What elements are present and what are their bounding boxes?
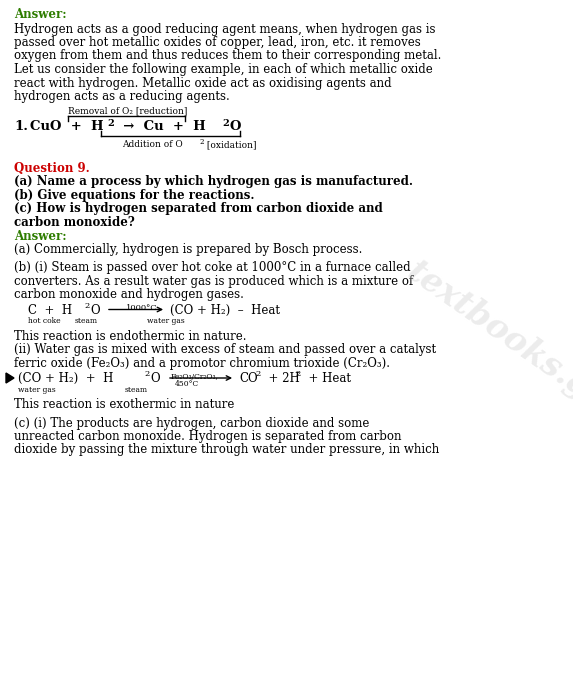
Text: water gas: water gas xyxy=(18,385,56,394)
Text: hydrogen acts as a reducing agents.: hydrogen acts as a reducing agents. xyxy=(14,90,230,103)
Text: 1000°C: 1000°C xyxy=(126,304,158,313)
Text: O: O xyxy=(90,304,100,317)
Text: Hydrogen acts as a good reducing agent means, when hydrogen gas is: Hydrogen acts as a good reducing agent m… xyxy=(14,22,435,35)
Text: water gas: water gas xyxy=(147,317,185,325)
Text: converters. As a result water gas is produced which is a mixture of: converters. As a result water gas is pro… xyxy=(14,274,413,288)
Text: react with hydrogen. Metallic oxide act as oxidising agents and: react with hydrogen. Metallic oxide act … xyxy=(14,76,391,89)
Text: 2: 2 xyxy=(199,138,203,146)
Text: passed over hot metallic oxides of copper, lead, iron, etc. it removes: passed over hot metallic oxides of coppe… xyxy=(14,36,421,49)
Text: Let us consider the following example, in each of which metallic oxide: Let us consider the following example, i… xyxy=(14,63,433,76)
Text: [oxidation]: [oxidation] xyxy=(204,140,257,149)
Text: hot coke: hot coke xyxy=(28,317,61,325)
Text: (c) (i) The products are hydrogen, carbon dioxide and some: (c) (i) The products are hydrogen, carbo… xyxy=(14,416,370,430)
Text: 450°C: 450°C xyxy=(175,380,199,388)
Text: dioxide by passing the mixture through water under pressure, in which: dioxide by passing the mixture through w… xyxy=(14,444,439,457)
Text: unreacted carbon monoxide. Hydrogen is separated from carbon: unreacted carbon monoxide. Hydrogen is s… xyxy=(14,430,402,443)
Text: textbooks.guru: textbooks.guru xyxy=(400,256,573,445)
Text: steam: steam xyxy=(75,317,98,325)
Polygon shape xyxy=(6,373,14,383)
Text: (a) Commercially, hydrogen is prepared by Bosch process.: (a) Commercially, hydrogen is prepared b… xyxy=(14,243,362,256)
Text: 2: 2 xyxy=(84,301,89,310)
Text: Fe₂O₃/Cr₂O₃,: Fe₂O₃/Cr₂O₃, xyxy=(171,373,219,381)
Text: steam: steam xyxy=(125,385,148,394)
Text: O: O xyxy=(150,372,160,385)
Text: 2: 2 xyxy=(255,370,260,378)
Text: Question 9.: Question 9. xyxy=(14,161,90,175)
Text: Answer:: Answer: xyxy=(14,8,66,21)
Text: 2: 2 xyxy=(144,370,149,378)
Text: + Heat: + Heat xyxy=(301,372,351,385)
Text: (CO + H₂)  +  H: (CO + H₂) + H xyxy=(18,372,113,385)
Text: O: O xyxy=(229,121,241,134)
Text: ferric oxide (Fe₂O₃) and a promotor chromium trioxide (Cr₂O₃).: ferric oxide (Fe₂O₃) and a promotor chro… xyxy=(14,356,390,369)
Text: This reaction is exothermic in nature: This reaction is exothermic in nature xyxy=(14,398,234,411)
Text: (CO + H₂)  –  Heat: (CO + H₂) – Heat xyxy=(170,304,280,317)
Text: + 2H: + 2H xyxy=(261,372,300,385)
Text: (ii) Water gas is mixed with excess of steam and passed over a catalyst: (ii) Water gas is mixed with excess of s… xyxy=(14,343,436,356)
Text: (a) Name a process by which hydrogen gas is manufactured.: (a) Name a process by which hydrogen gas… xyxy=(14,175,413,188)
Text: 2: 2 xyxy=(222,119,229,128)
Text: (c) How is hydrogen separated from carbon dioxide and: (c) How is hydrogen separated from carbo… xyxy=(14,202,383,215)
Text: Addition of O: Addition of O xyxy=(122,140,183,149)
Text: 1.: 1. xyxy=(14,121,28,134)
Text: 2: 2 xyxy=(295,370,300,378)
Text: CO: CO xyxy=(239,372,258,385)
Text: carbon monoxide?: carbon monoxide? xyxy=(14,216,135,229)
Text: (b) (i) Steam is passed over hot coke at 1000°C in a furnace called: (b) (i) Steam is passed over hot coke at… xyxy=(14,261,411,274)
Text: Answer:: Answer: xyxy=(14,230,66,243)
Text: 2: 2 xyxy=(107,119,114,128)
Text: C  +  H: C + H xyxy=(28,304,72,317)
Text: Removal of O₂ [reduction]: Removal of O₂ [reduction] xyxy=(68,107,187,116)
Text: carbon monoxide and hydrogen gases.: carbon monoxide and hydrogen gases. xyxy=(14,288,244,301)
Text: CuO  +  H: CuO + H xyxy=(30,121,104,134)
Text: (b) Give equations for the reactions.: (b) Give equations for the reactions. xyxy=(14,188,254,202)
Text: This reaction is endothermic in nature.: This reaction is endothermic in nature. xyxy=(14,329,246,342)
Text: →  Cu  +  H: → Cu + H xyxy=(114,121,206,134)
Text: oxygen from them and thus reduces them to their corresponding metal.: oxygen from them and thus reduces them t… xyxy=(14,49,441,62)
